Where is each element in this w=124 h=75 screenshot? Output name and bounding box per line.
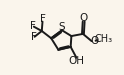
Text: CH₃: CH₃ [94,34,112,44]
Text: O: O [90,36,98,46]
Text: F: F [31,32,37,43]
Text: F: F [40,14,45,24]
Text: O: O [79,13,88,23]
Text: OH: OH [69,56,85,66]
Text: S: S [59,22,65,32]
Text: F: F [30,21,36,31]
